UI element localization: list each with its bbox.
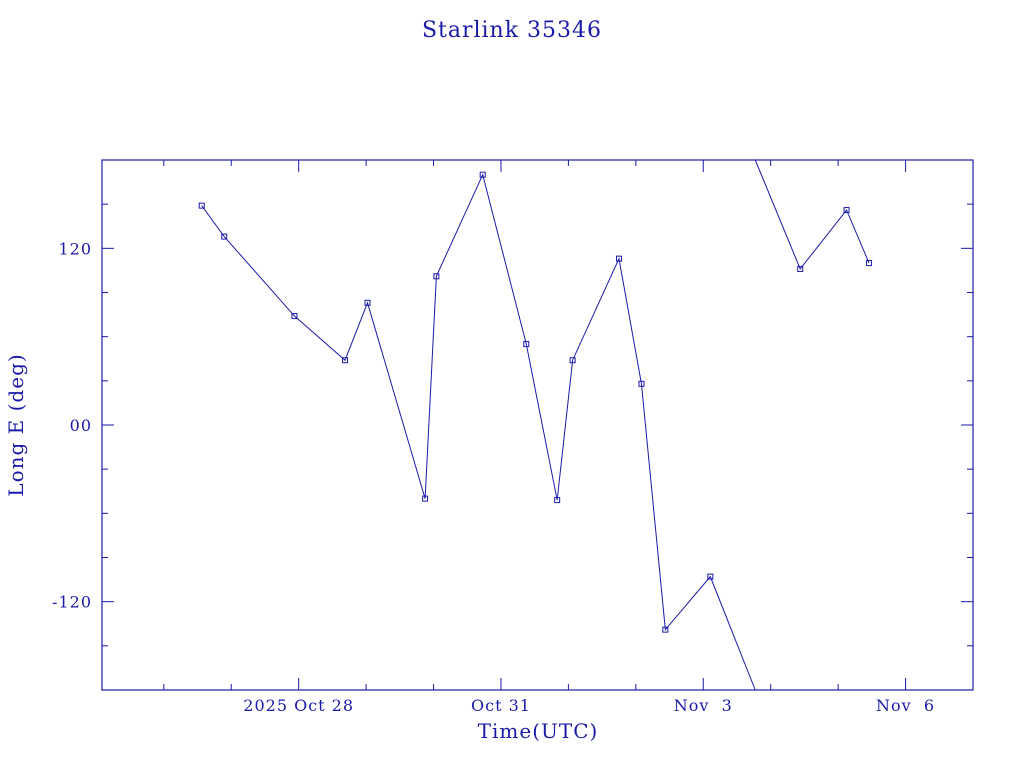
y-tick-label: 120 bbox=[58, 239, 92, 258]
data-point bbox=[198, 202, 205, 209]
data-point bbox=[291, 313, 298, 320]
data-point bbox=[843, 207, 850, 214]
axis-ticks bbox=[102, 160, 974, 690]
y-tick-labels: 120 00 -120 bbox=[52, 239, 92, 612]
y-axis-label: Long E (deg) bbox=[4, 353, 28, 496]
x-tick-labels: 2025 Oct 28 Oct 31 Nov 3 Nov 6 bbox=[243, 696, 935, 715]
x-tick-label: 2025 Oct 28 bbox=[243, 696, 354, 715]
data-lines bbox=[201, 159, 870, 691]
data-point bbox=[707, 573, 714, 580]
data-point bbox=[797, 265, 804, 272]
plot-frame bbox=[101, 159, 974, 691]
data-point bbox=[662, 626, 669, 633]
data-point bbox=[342, 357, 349, 364]
x-tick-label: Oct 31 bbox=[471, 696, 531, 715]
data-point bbox=[422, 495, 429, 502]
data-point bbox=[433, 273, 440, 280]
x-axis-label: Time(UTC) bbox=[478, 719, 599, 743]
data-point bbox=[638, 380, 645, 387]
data-point bbox=[523, 341, 530, 348]
y-tick-label: -120 bbox=[52, 593, 92, 612]
data-point bbox=[364, 299, 371, 306]
data-point bbox=[221, 233, 228, 240]
chart-title: Starlink 35346 bbox=[422, 18, 602, 43]
data-point bbox=[554, 497, 561, 504]
x-tick-label: Nov 3 bbox=[674, 696, 733, 715]
y-tick-label: 00 bbox=[70, 416, 92, 435]
series-line bbox=[201, 173, 756, 691]
series-line bbox=[754, 159, 870, 270]
data-point bbox=[615, 255, 622, 262]
x-tick-label: Nov 6 bbox=[876, 696, 935, 715]
data-point bbox=[569, 357, 576, 364]
data-point bbox=[479, 171, 486, 178]
data-point bbox=[866, 260, 873, 267]
data-points bbox=[198, 171, 873, 633]
